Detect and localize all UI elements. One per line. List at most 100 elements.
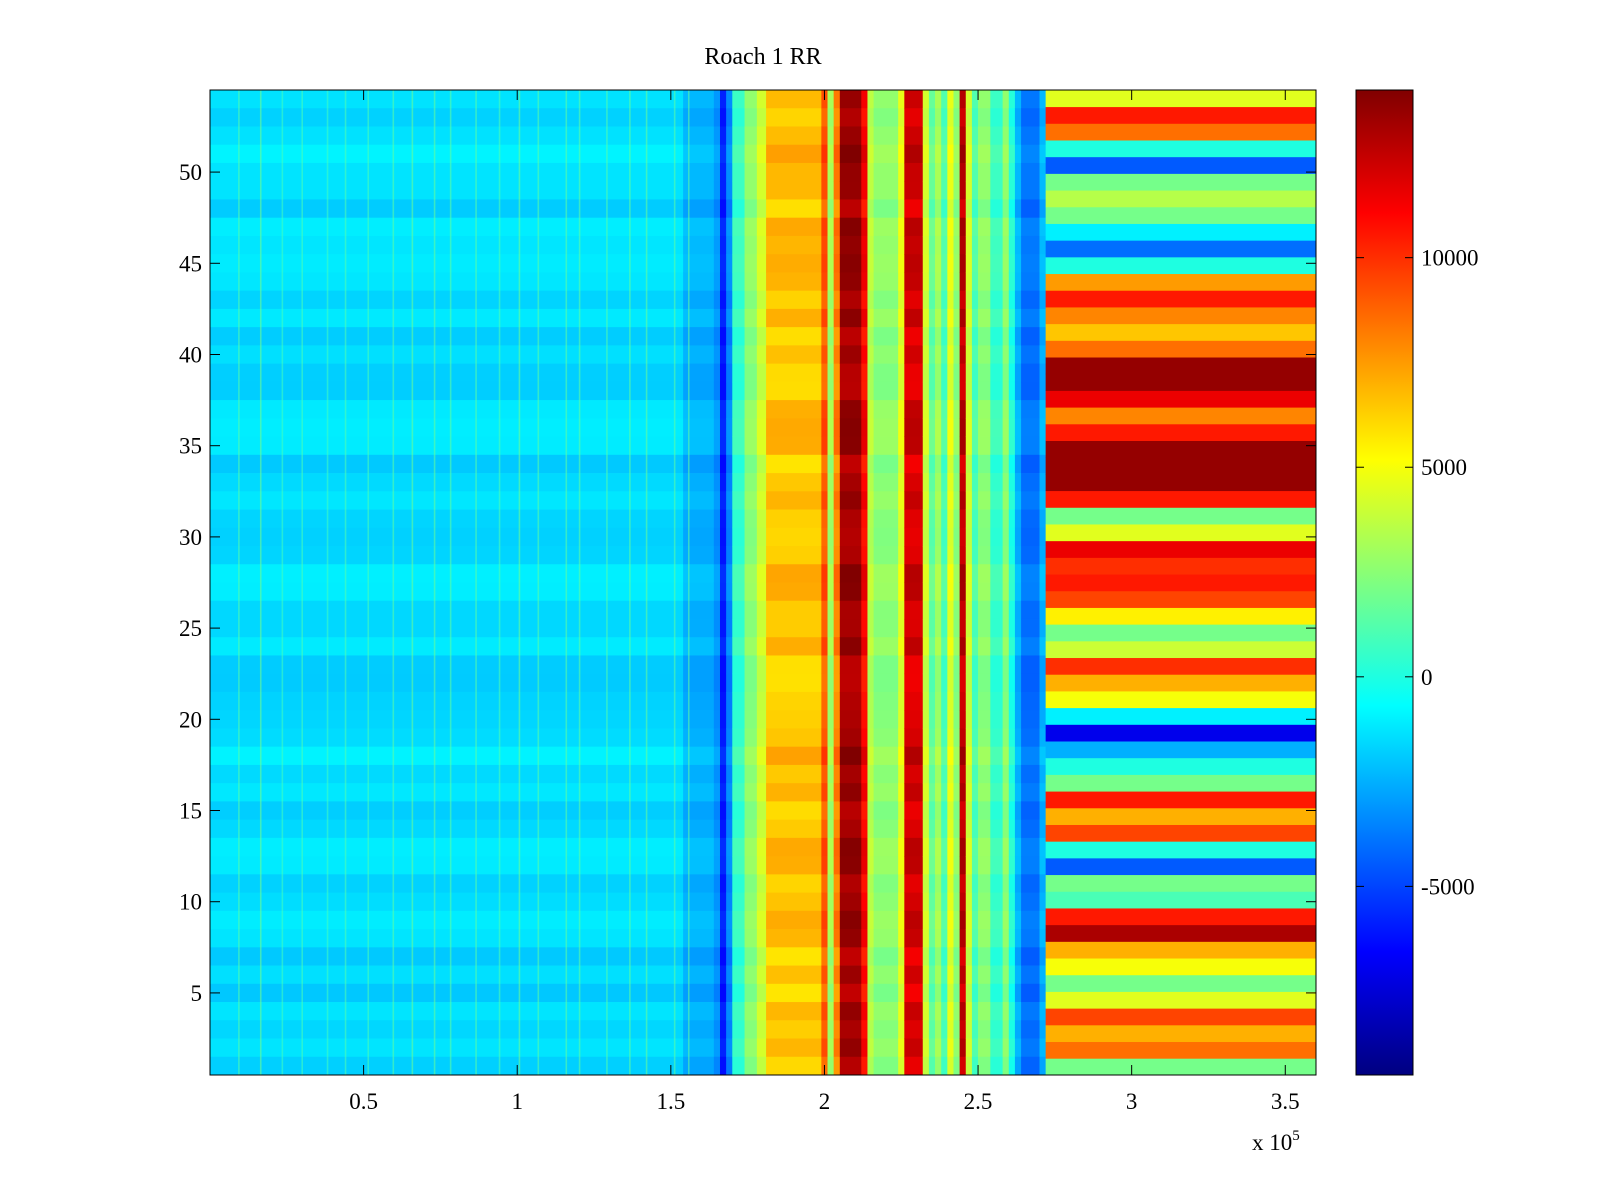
heatmap-cell [1008,473,1016,492]
heatmap-cell [922,491,930,510]
heatmap-cell [941,728,948,748]
heatmap-cell [990,1038,1004,1058]
heatmap-cell [719,801,727,821]
heatmap-cell [1021,637,1040,656]
heatmap-cell [1008,327,1016,346]
heatmap-streak [687,90,690,1075]
heatmap-cell [756,363,767,383]
heatmap-cell [941,546,948,565]
heatmap-stripe [1045,891,1316,909]
heatmap-cell [959,546,967,565]
heatmap-cell [873,454,899,474]
heatmap-cell [935,199,942,219]
heatmap-cell [978,381,991,401]
heatmap-cell [713,710,721,729]
heatmap-cell [965,1038,973,1058]
heatmap-cell [1021,655,1040,675]
heatmap-cell [726,491,733,510]
heatmap-cell [1002,546,1010,565]
heatmap-cell [928,746,936,766]
heatmap-cell [821,983,828,1003]
heatmap-cell [1014,217,1022,237]
heatmap-cell [922,345,930,365]
heatmap-cell [756,710,767,729]
heatmap-cell [827,746,835,766]
heatmap-cell [827,673,835,693]
heatmap-cell [935,235,942,255]
heatmap-cell [978,710,991,729]
heatmap-cell [965,564,973,583]
heatmap-cell [827,691,835,711]
heatmap-cell [953,217,961,237]
heatmap-cell [1014,874,1022,893]
heatmap-cell [953,199,961,219]
heatmap-cell [719,710,727,729]
heatmap-cell [732,454,745,474]
heatmap-cell [959,254,967,273]
heatmap-cell [922,965,930,985]
heatmap-cell [744,582,758,602]
heatmap-cell [210,199,684,219]
heatmap-cell [922,454,930,474]
heatmap-cell [713,546,721,565]
heatmap-cell [719,783,727,802]
heatmap-cell [941,783,948,802]
heatmap-cell [683,509,715,529]
heatmap-cell [922,327,930,346]
heatmap-cell [1039,1038,1047,1058]
heatmap-cell [898,965,905,985]
heatmap-streak [606,90,608,1075]
heatmap-cell [1021,509,1040,529]
heatmap-cell [959,272,967,292]
heatmap-cell [935,764,942,784]
heatmap-cell [766,600,822,620]
heatmap-cell [744,400,758,419]
heatmap-cell [719,491,727,510]
heatmap-stripe [1045,724,1316,742]
heatmap-cell [1002,783,1010,802]
x-tick-label: 2 [819,1089,831,1114]
heatmap-stripe [1045,707,1316,725]
heatmap-cell [953,1002,961,1021]
heatmap-cell [965,710,973,729]
heatmap-cell [827,819,835,839]
heatmap-cell [744,272,758,292]
heatmap-cell [947,764,954,784]
heatmap-cell [990,837,1004,857]
heatmap-cell [839,892,862,912]
heatmap-cell [971,1020,979,1039]
heatmap-cell [766,1056,822,1076]
heatmap-cell [947,290,954,310]
heatmap-cell [947,801,954,821]
heatmap-cell [839,144,862,164]
heatmap-cell [935,837,942,857]
heatmap-cell [922,235,930,255]
heatmap-cell [922,1002,930,1021]
heatmap-cell [898,254,905,273]
heatmap-cell [965,527,973,547]
heatmap-cell [904,856,924,875]
heatmap-cell [928,856,936,875]
heatmap-cell [873,600,899,620]
heatmap-cell [732,491,745,510]
heatmap-cell [1002,381,1010,401]
heatmap-cell [861,108,868,127]
heatmap-cell [898,126,905,146]
heatmap-cell [1002,819,1010,839]
heatmap-cell [898,710,905,729]
heatmap-cell [683,400,715,419]
heatmap-cell [971,582,979,602]
heatmap-cell [719,1056,727,1076]
heatmap-cell [713,618,721,638]
heatmap-cell [713,454,721,474]
heatmap-cell [827,783,835,802]
heatmap-cell [1014,1056,1022,1076]
heatmap-cell [978,1056,991,1076]
heatmap-cell [971,746,979,766]
heatmap-cell [732,418,745,437]
heatmap-cell [744,217,758,237]
heatmap-cell [744,126,758,146]
heatmap-cell [210,801,684,821]
heatmap-cell [833,162,841,182]
heatmap-cell [898,162,905,182]
